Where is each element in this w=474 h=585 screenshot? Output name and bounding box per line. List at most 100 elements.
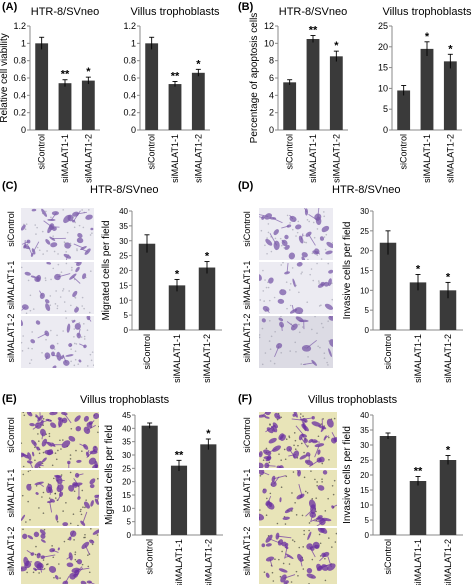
stained-cell: [89, 539, 95, 544]
stained-cell: [295, 224, 302, 230]
pore: [41, 496, 43, 498]
stained-cell: [265, 238, 273, 246]
pore: [331, 298, 333, 301]
stained-cell: [72, 482, 78, 488]
stained-cell: [55, 514, 59, 521]
pore: [66, 231, 69, 234]
cell-process: [84, 545, 90, 555]
y-tick-label: 0: [365, 531, 370, 540]
bar: [168, 84, 182, 130]
stained-cell: [276, 343, 283, 349]
stained-cell: [62, 580, 69, 584]
pore: [308, 522, 311, 524]
pore: [74, 297, 77, 299]
pore: [84, 536, 86, 539]
bar: [200, 444, 217, 535]
stained-cell: [319, 518, 326, 526]
cell-process: [79, 443, 86, 448]
pore: [285, 281, 288, 283]
pore: [266, 497, 268, 500]
significance-label: *: [416, 263, 421, 275]
pore: [59, 439, 61, 442]
pore: [63, 540, 66, 543]
pore: [276, 522, 279, 525]
pore: [290, 581, 293, 583]
stained-cell: [63, 214, 71, 224]
pore: [308, 220, 310, 223]
stained-cell: [264, 213, 273, 220]
category-label: siMALAT1-1: [172, 334, 182, 383]
stained-cell: [75, 266, 80, 273]
stained-cell: [45, 303, 51, 312]
pore: [32, 571, 35, 574]
category-label: siMALAT1-2: [445, 134, 455, 183]
pore: [60, 271, 63, 274]
pore: [87, 554, 89, 556]
pore: [291, 267, 294, 269]
pore: [38, 249, 41, 252]
cell-process: [313, 520, 323, 523]
pore: [69, 522, 72, 525]
pore: [264, 279, 266, 281]
pore: [50, 216, 52, 219]
cell-process: [95, 465, 97, 468]
cell-process: [309, 459, 320, 468]
y-tick-label: 25: [360, 227, 369, 236]
pore: [280, 459, 282, 462]
stained-cell: [328, 348, 332, 358]
stained-cell: [327, 563, 336, 571]
stained-cell: [51, 351, 55, 357]
stained-cell: [292, 413, 296, 417]
pore: [259, 336, 261, 339]
pore: [298, 323, 300, 326]
cell-process: [43, 220, 55, 230]
stained-cell: [49, 344, 55, 350]
pore: [65, 251, 67, 253]
stained-cell: [72, 211, 80, 217]
stained-cell: [94, 498, 99, 505]
stained-cell: [76, 237, 84, 244]
pore: [268, 319, 271, 322]
pore: [45, 210, 47, 213]
stained-cell: [296, 494, 303, 500]
cell-process: [75, 211, 87, 215]
cell-process: [88, 317, 92, 322]
pore: [83, 322, 85, 325]
panel-f-image-1: [259, 412, 337, 468]
pore: [293, 432, 296, 434]
stained-cell: [262, 488, 267, 494]
y-tick-label: 0.8: [13, 56, 26, 66]
stained-cell: [333, 437, 337, 442]
category-label: siMALAT1-2: [331, 134, 341, 183]
pore: [316, 228, 319, 230]
pore: [85, 499, 87, 501]
category-label: siMALAT1-1: [60, 134, 70, 183]
pore: [333, 417, 336, 420]
y-axis-label: Percentage of apoptosis cells: [249, 13, 260, 144]
pore: [73, 342, 76, 345]
stained-cell: [44, 299, 50, 304]
pore: [331, 485, 334, 487]
chart-b2: 0 5 10 15 20 25 Villus trophoblasts siControl * s…: [378, 6, 472, 183]
category-label: siMALAT1-1: [170, 134, 180, 183]
y-tick-label: 30: [360, 207, 369, 216]
cell-process: [33, 241, 40, 252]
pore: [81, 209, 83, 211]
stained-cell: [266, 427, 274, 434]
stained-cell: [60, 355, 65, 360]
pore: [36, 246, 39, 249]
pore: [82, 226, 85, 229]
y-tick-label: 1.2: [13, 21, 26, 31]
cell-process: [281, 225, 290, 229]
y-tick-label: 35: [122, 438, 131, 447]
y-tick-label: 6: [269, 73, 274, 83]
pore: [328, 537, 330, 539]
pore: [267, 231, 270, 234]
pore: [73, 539, 75, 541]
pore: [88, 209, 90, 211]
stained-cell: [33, 567, 37, 571]
stained-cell: [279, 497, 282, 503]
pore: [310, 470, 312, 472]
stained-cell: [41, 208, 48, 217]
category-label: siMALAT1-1: [413, 539, 423, 585]
